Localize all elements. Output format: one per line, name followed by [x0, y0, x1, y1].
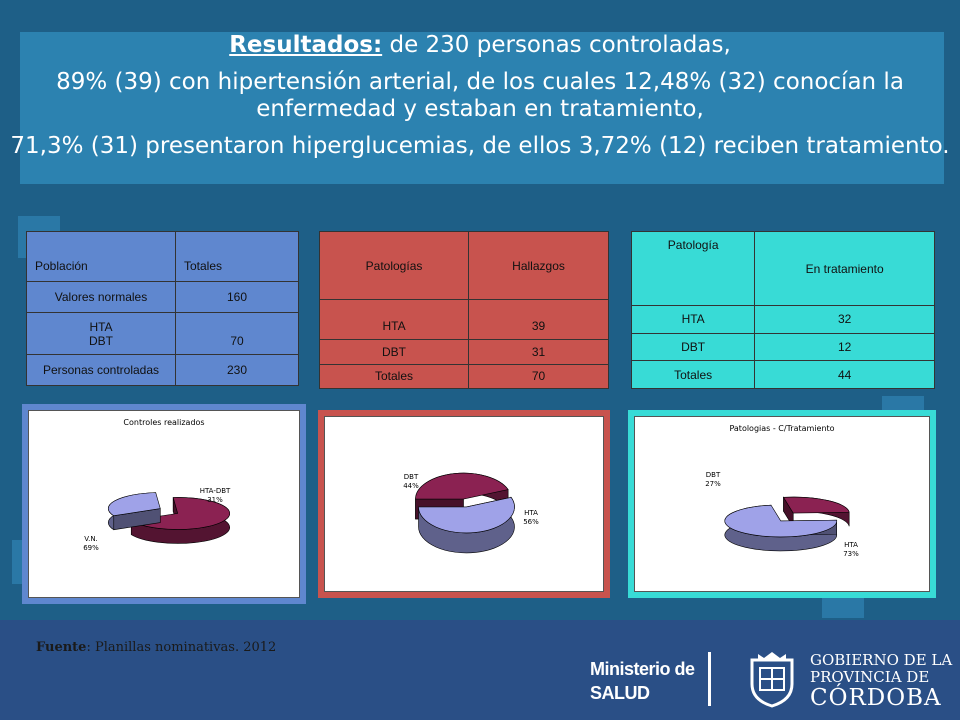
pie-percent-label: 69%	[83, 544, 99, 552]
gobierno-logo: GOBIERNO DE LA PROVINCIA DE CÓRDOBA	[810, 651, 953, 711]
pie-label: HTA	[524, 509, 538, 517]
logo-divider	[708, 652, 711, 706]
pie-label: HTA	[844, 541, 858, 549]
table-header: Patología	[630, 231, 756, 306]
ministerio-line1: Ministerio de	[590, 659, 695, 679]
pie-percent-label: 27%	[705, 480, 721, 488]
headline-line2: 89% (39) con hipertensión arterial, de l…	[56, 69, 904, 122]
table-header: En tratamiento	[754, 231, 935, 306]
headline-banner	[20, 32, 944, 184]
table-cell-line: DBT	[89, 333, 113, 348]
table-header: Población	[26, 231, 176, 282]
table-cell: 44	[754, 360, 935, 389]
pie-percent-label: 44%	[403, 482, 419, 490]
table-cell: DBT	[630, 332, 756, 362]
table-cell: DBT	[318, 339, 470, 365]
table-cell: 70	[175, 312, 299, 355]
pie-percent-label: 73%	[843, 550, 859, 558]
chart-frame-controls: Controles realizados V.N. 69% HTA-DBT 31%	[22, 404, 306, 604]
footer-band	[0, 620, 960, 720]
table-cell-line: HTA	[89, 319, 113, 334]
treatment-table: Patología En tratamiento HTA 32 DBT 12 Tot…	[630, 231, 935, 389]
gobierno-line1: GOBIERNO DE LA	[810, 651, 953, 669]
ministerio-line2: SALUD	[590, 683, 650, 703]
pie-percent-label: 56%	[523, 518, 539, 526]
findings-table: Patologías Hallazgos HTA 39 DBT 31 Totales…	[318, 231, 609, 389]
chart-frame-treatment: Patologias - C/Tratamiento DBT 27% HTA 73%	[628, 410, 936, 598]
table-cell: 160	[175, 281, 299, 313]
gobierno-line3: CÓRDOBA	[810, 685, 942, 711]
table-header: Patologías	[318, 231, 470, 300]
chart-title: Patologias - C/Tratamiento	[729, 424, 834, 433]
table-cell: 70	[468, 363, 609, 389]
source-label: Fuente	[36, 640, 87, 655]
headline-lead: Resultados:	[229, 32, 383, 58]
pie-slice-hta	[724, 504, 838, 552]
source-note: Fuente: Planillas nominativas. 2012	[36, 640, 276, 655]
table-cell: 32	[754, 305, 935, 334]
table-header: Totales	[175, 231, 299, 282]
pie-label: DBT	[404, 473, 419, 481]
table-cell: 39	[468, 299, 609, 340]
table-header: Hallazgos	[468, 231, 609, 300]
table-cell: HTA	[318, 299, 470, 340]
pie-slice-dbt	[782, 496, 850, 529]
ministerio-logo: Ministerio de SALUD	[590, 657, 695, 705]
pie-label: DBT	[706, 471, 721, 479]
table-cell: HTA DBT	[26, 312, 176, 355]
chart-frame-findings: DBT 44% HTA 56%	[318, 410, 610, 598]
table-cell: Totales	[630, 360, 756, 389]
headline: Resultados: de 230 personas controladas,…	[0, 32, 960, 160]
headline-line1: de 230 personas controladas,	[382, 32, 731, 58]
table-cell: HTA	[630, 305, 756, 334]
pie-slice-hta-dbt	[107, 492, 161, 531]
table-cell: 31	[468, 339, 609, 365]
pie-slice-hta	[418, 496, 515, 554]
pie-label: HTA-DBT	[200, 487, 231, 495]
table-cell: Totales	[318, 363, 470, 389]
chart-title: Controles realizados	[123, 418, 204, 427]
pie-label: V.N.	[84, 535, 98, 543]
pie-percent-label: 31%	[207, 496, 223, 504]
table-cell: Valores normales	[26, 281, 176, 313]
table-cell: Personas controladas	[26, 354, 176, 386]
gobierno-line2: PROVINCIA DE	[810, 668, 930, 686]
cordoba-crest-icon	[750, 652, 794, 708]
table-cell: 230	[175, 354, 299, 386]
source-text: : Planillas nominativas. 2012	[86, 640, 277, 655]
headline-line3: 71,3% (31) presentaron hiperglucemias, d…	[10, 133, 950, 159]
population-table: Población Totales Valores normales 160 HT…	[26, 231, 299, 386]
table-cell: 12	[754, 332, 935, 362]
